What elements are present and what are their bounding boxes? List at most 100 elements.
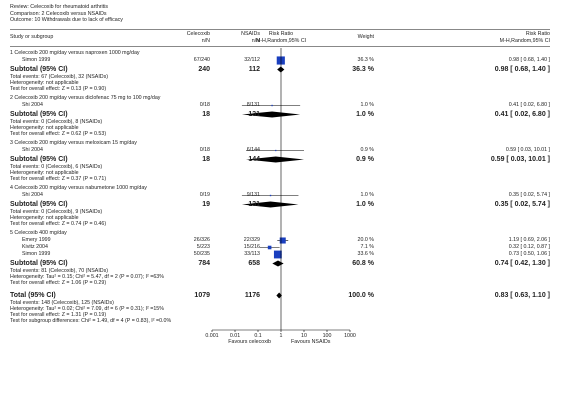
study-weight: 1.0 % bbox=[360, 192, 374, 198]
outcome-title: Outcome: 10 Withdrawals due to lack of e… bbox=[10, 17, 123, 23]
review-title: Review: Celecoxib for rheumatoid arthrit… bbox=[10, 4, 109, 10]
study-ctl-events: 15/216 bbox=[243, 244, 260, 250]
subtotal-ctl-total: 658 bbox=[248, 260, 260, 267]
subgroup-note: Heterogeneity: not applicable bbox=[10, 125, 79, 131]
study-exp-events: 26/326 bbox=[193, 237, 210, 243]
col-rr2-method-header: M-H,Random,95% CI bbox=[499, 38, 550, 44]
col-weight-header: Weight bbox=[357, 34, 374, 40]
study-marker bbox=[271, 104, 273, 107]
subgroup-note: Heterogeneity: not applicable bbox=[10, 215, 79, 221]
subtotal-weight: 36.3 % bbox=[352, 66, 374, 73]
x-tick-label: 0.001 bbox=[205, 332, 219, 339]
study-ctl-events: 6/144 bbox=[246, 147, 260, 153]
total-note: Test for overall effect: Z = 1.31 (P = 0… bbox=[10, 312, 107, 318]
study-weight: 0.9 % bbox=[360, 147, 374, 153]
subtotal-ctl-total: 112 bbox=[248, 66, 260, 73]
favours-left-label: Favours celecoxib bbox=[228, 339, 271, 345]
header-rule-bottom bbox=[10, 46, 550, 47]
study-ci-text: 0.41 [ 0.02, 6.80 ] bbox=[508, 102, 550, 108]
subgroup-note: Heterogeneity: not applicable bbox=[10, 80, 79, 86]
subtotal-ci-text: 0.35 [ 0.02, 5.74 ] bbox=[494, 201, 550, 208]
study-exp-events: 0/18 bbox=[199, 147, 210, 153]
study-ctl-events: 32/112 bbox=[244, 57, 260, 63]
subtotal-weight: 1.0 % bbox=[356, 201, 374, 208]
study-weight: 1.0 % bbox=[360, 102, 374, 108]
study-marker bbox=[275, 149, 277, 152]
comparison-title: Comparison: 2 Celecoxib versus NSAIDs bbox=[10, 10, 107, 17]
study-name: Emery 1999 bbox=[22, 237, 51, 243]
x-tick-label: 100 bbox=[322, 332, 332, 339]
subtotal-diamond bbox=[272, 260, 284, 267]
study-weight: 33.6 % bbox=[357, 251, 375, 257]
study-marker bbox=[267, 245, 272, 250]
subtotal-ctl-total: 144 bbox=[248, 156, 260, 163]
study-name: Shi 2004 bbox=[22, 102, 43, 108]
study-ci-text: 0.59 [ 0.03, 10.01 ] bbox=[505, 147, 550, 153]
study-ci-text: 0.73 [ 0.50, 1.06 ] bbox=[508, 251, 550, 257]
subtotal-ci-text: 0.59 [ 0.03, 10.01 ] bbox=[490, 156, 550, 163]
subgroup-note: Test for overall effect: Z = 0.13 (P = 0… bbox=[10, 86, 107, 92]
group-title: 2 Celecoxib 200 mg/day versus diclofenac… bbox=[10, 95, 161, 101]
subtotal-label: Subtotal (95% CI) bbox=[10, 201, 68, 208]
study-ci-text: 0.98 [ 0.68, 1.40 ] bbox=[508, 57, 550, 63]
subgroup-note: Test for overall effect: Z = 0.37 (P = 0… bbox=[10, 176, 107, 182]
total-diamond bbox=[276, 292, 282, 299]
study-name: Shi 2004 bbox=[22, 192, 43, 198]
subtotal-exp-total: 18 bbox=[202, 111, 210, 118]
study-ci-text: 1.19 [ 0.69, 2.06 ] bbox=[508, 237, 550, 243]
study-weight: 7.1 % bbox=[360, 244, 374, 250]
study-name: Simon 1999 bbox=[22, 251, 51, 257]
subtotal-ci-text: 0.98 [ 0.68, 1.40 ] bbox=[494, 66, 550, 73]
total-exp: 1079 bbox=[194, 292, 210, 299]
subgroup-note: Total events: 0 (Celecoxib), 6 (NSAIDs) bbox=[10, 164, 103, 170]
subtotal-weight: 60.8 % bbox=[352, 260, 374, 267]
subtotal-weight: 1.0 % bbox=[356, 111, 374, 118]
subtotal-weight: 0.9 % bbox=[356, 156, 374, 163]
total-ctl: 1176 bbox=[244, 292, 260, 299]
subtotal-exp-total: 18 bbox=[202, 156, 210, 163]
study-exp-events: 67/240 bbox=[193, 57, 210, 63]
col-ctl-n-header: n/N bbox=[251, 38, 260, 44]
x-tick-label: 1000 bbox=[344, 332, 356, 339]
col-rr2-header: Risk Ratio bbox=[525, 31, 550, 37]
total-ci-text: 0.83 [ 0.63, 1.10 ] bbox=[494, 292, 550, 299]
subtotal-label: Subtotal (95% CI) bbox=[10, 111, 68, 118]
subgroup-note: Test for overall effect: Z = 1.06 (P = 0… bbox=[10, 280, 107, 286]
subtotal-exp-total: 240 bbox=[198, 66, 210, 73]
x-tick-label: 0.01 bbox=[229, 332, 241, 339]
subtotal-diamond bbox=[241, 201, 299, 208]
study-ctl-events: 8/131 bbox=[246, 102, 260, 108]
col-rr-header: Risk Ratio bbox=[268, 31, 294, 37]
subgroup-note: Heterogeneity: not applicable bbox=[10, 170, 79, 176]
subtotal-ci-text: 0.74 [ 0.42, 1.30 ] bbox=[494, 260, 550, 267]
group-title: 4 Celecoxib 200 mg/day versus nabumetone… bbox=[10, 185, 147, 191]
x-tick-label: 10 bbox=[301, 332, 307, 339]
study-ctl-events: 33/113 bbox=[244, 251, 260, 257]
subtotal-exp-total: 784 bbox=[198, 260, 210, 267]
subtotal-label: Subtotal (95% CI) bbox=[10, 260, 68, 267]
group-title: 3 Celecoxib 200 mg/day versus meloxicam … bbox=[10, 140, 137, 146]
study-name: Simon 1999 bbox=[22, 57, 51, 63]
study-exp-events: 0/18 bbox=[199, 102, 210, 108]
study-weight: 20.0 % bbox=[357, 237, 375, 243]
subgroup-note: Total events: 0 (Celecoxib), 9 (NSAIDs) bbox=[10, 209, 103, 215]
total-weight: 100.0 % bbox=[348, 292, 374, 299]
study-ci-text: 0.32 [ 0.12, 0.87 ] bbox=[508, 244, 550, 250]
col-exp-n-header: n/N bbox=[201, 38, 210, 44]
study-ci-text: 0.35 [ 0.02, 5.74 ] bbox=[508, 192, 550, 198]
x-tick-label: 0.1 bbox=[254, 332, 262, 339]
study-exp-events: 0/19 bbox=[199, 192, 210, 198]
subtotal-ci-text: 0.41 [ 0.02, 6.80 ] bbox=[494, 111, 550, 118]
subtotal-label: Subtotal (95% CI) bbox=[10, 66, 68, 73]
total-note: Total events: 148 (Celecoxib), 125 (NSAI… bbox=[10, 300, 114, 306]
subgroup-note: Test for overall effect: Z = 0.62 (P = 0… bbox=[10, 131, 107, 137]
col-exp-header: Celecoxib bbox=[186, 31, 210, 37]
subtotal-label: Subtotal (95% CI) bbox=[10, 156, 68, 163]
study-name: Shi 2004 bbox=[22, 147, 43, 153]
subtotal-diamond bbox=[245, 156, 305, 163]
subtotal-exp-total: 19 bbox=[202, 201, 210, 208]
subtotal-ctl-total: 131 bbox=[248, 201, 260, 208]
subgroup-note: Total events: 67 (Celecoxib), 32 (NSAIDs… bbox=[10, 74, 109, 80]
